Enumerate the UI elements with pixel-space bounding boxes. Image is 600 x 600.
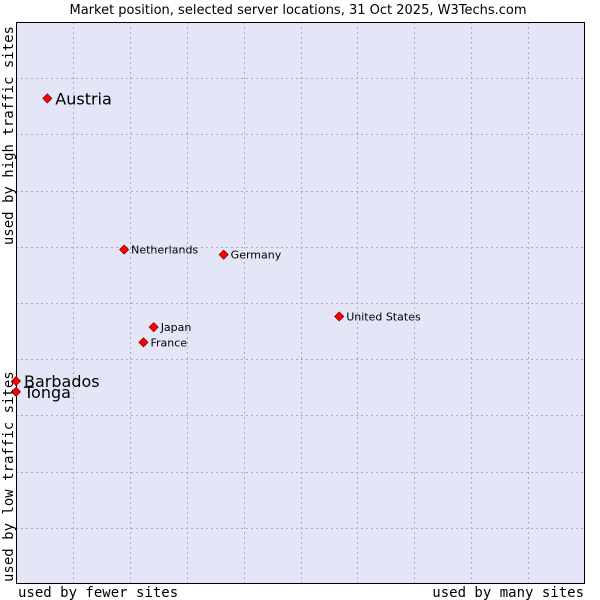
point-marker <box>119 244 130 255</box>
data-point-japan: Japan <box>148 321 192 334</box>
plot-border <box>16 22 585 584</box>
data-point-germany: Germany <box>218 249 282 262</box>
x-axis-label-low: used by fewer sites <box>18 585 178 600</box>
point-label: Tonga <box>23 383 71 402</box>
point-marker <box>148 322 159 333</box>
point-label: Barbados <box>24 372 100 391</box>
data-point-austria: Austria <box>42 89 112 108</box>
point-marker <box>10 376 22 387</box>
point-label: Netherlands <box>131 244 198 257</box>
point-marker <box>334 311 345 322</box>
point-label: Japan <box>160 321 192 334</box>
data-point-barbados: Barbados <box>10 372 100 391</box>
point-marker <box>42 93 53 104</box>
point-marker <box>218 249 229 260</box>
data-point-netherlands: Netherlands <box>119 244 198 257</box>
point-marker <box>10 386 22 397</box>
point-label: Austria <box>55 89 112 108</box>
point-marker <box>138 337 149 348</box>
plot-area <box>16 22 585 584</box>
point-label: Germany <box>231 249 282 262</box>
y-axis-label-low: used by low traffic sites <box>1 371 17 582</box>
point-label: United States <box>346 310 421 323</box>
data-point-tonga: Tonga <box>10 383 71 402</box>
y-axis-label-high: used by high traffic sites <box>1 26 17 245</box>
chart-title: Market position, selected server locatio… <box>69 3 526 18</box>
data-point-united-states: United States <box>334 310 421 323</box>
grid-lines <box>16 22 585 584</box>
data-point-france: France <box>138 336 187 349</box>
data-points: Austria Netherlands Germany United States Ja… <box>10 89 421 402</box>
x-axis-label-high: used by many sites <box>432 585 584 600</box>
point-label: France <box>150 336 187 349</box>
